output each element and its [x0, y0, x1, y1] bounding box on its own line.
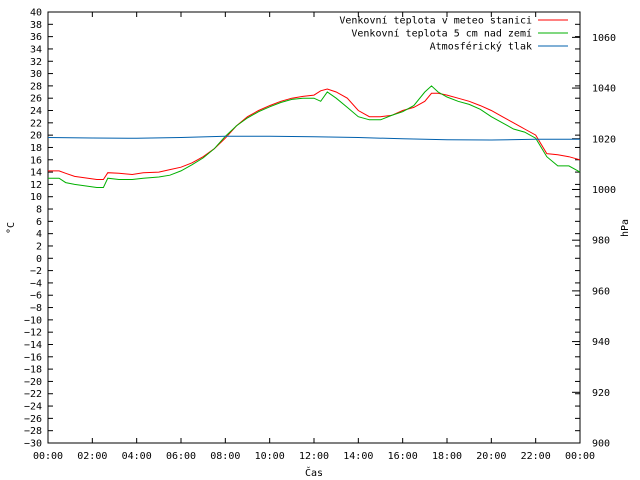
series-lines	[47, 85, 581, 188]
y-tick-label: −14	[24, 340, 42, 351]
y-tick-label: 30	[30, 69, 42, 80]
y-tick-label: −28	[24, 426, 42, 437]
y2-tick-label: 940	[592, 337, 610, 348]
y-tick-label: 18	[30, 143, 42, 154]
y2-tick-label: 920	[592, 388, 610, 399]
y-tick-label: −24	[24, 402, 42, 413]
y-tick-label: 26	[30, 94, 42, 105]
x-tick-label: 22:00	[521, 451, 551, 462]
legend-label: Venkovní teplota 5 cm nad zemí	[351, 28, 532, 40]
y-tick-label: −10	[24, 315, 42, 326]
y2-tick-label: 1000	[592, 185, 616, 196]
x-tick-label: 00:00	[565, 451, 595, 462]
y-tick-label: 36	[30, 32, 42, 43]
y-tick-label: 6	[36, 217, 42, 228]
y-tick-label: 12	[30, 180, 42, 191]
y-tick-label: 28	[30, 81, 42, 92]
legend-label: Atmosférický tlak	[430, 41, 532, 53]
y-tick-label: −16	[24, 352, 42, 363]
x-tick-label: 18:00	[432, 451, 462, 462]
y2-tick-label: 980	[592, 236, 610, 247]
y-tick-label: −2	[30, 266, 42, 277]
x-tick-label: 02:00	[77, 451, 107, 462]
y2-axis-label: hPa	[620, 219, 631, 237]
y-tick-label: 20	[30, 131, 42, 142]
y-tick-label: 16	[30, 155, 42, 166]
series-line-2	[47, 135, 580, 141]
y2-tick-label: 1040	[592, 84, 616, 95]
y-tick-label: −18	[24, 365, 42, 376]
y-tick-label: −6	[30, 291, 42, 302]
x-tick-label: 04:00	[122, 451, 152, 462]
y-tick-label: −26	[24, 414, 42, 425]
y-tick-label: 32	[30, 57, 42, 68]
y-tick-label: −22	[24, 389, 42, 400]
x-tick-label: 14:00	[343, 451, 373, 462]
y-tick-label: 22	[30, 118, 42, 129]
plot-frame	[47, 11, 581, 444]
y-tick-label: −8	[30, 303, 42, 314]
y2-axis-ticks: 1060 1040 1020 1000 980 960 940 920 900	[572, 33, 616, 450]
series-line-1	[48, 85, 581, 188]
y-tick-label: 40	[30, 8, 42, 19]
y-axis-ticks: 4038363432302826242220181614121086420−2−…	[24, 8, 580, 450]
y-tick-label: 24	[30, 106, 42, 117]
x-tick-label: 16:00	[388, 451, 418, 462]
legend: Venkovní teplota v meteo staniciVenkovní…	[339, 15, 568, 53]
x-tick-label: 10:00	[255, 451, 285, 462]
series-line-0	[48, 88, 581, 180]
y-tick-label: −30	[24, 439, 42, 450]
y-tick-label: 14	[30, 168, 42, 179]
x-tick-label: 08:00	[210, 451, 240, 462]
y-tick-label: 8	[36, 205, 42, 216]
y-tick-label: −4	[30, 278, 42, 289]
y-tick-label: −20	[24, 377, 42, 388]
y-tick-label: 4	[36, 229, 42, 240]
y-axis-label: °C	[6, 222, 17, 234]
y-tick-label: 34	[30, 44, 42, 55]
legend-label: Venkovní teplota v meteo stanici	[339, 15, 532, 27]
y-tick-label: −12	[24, 328, 42, 339]
y2-tick-label: 900	[592, 439, 610, 450]
y2-tick-label: 1060	[592, 33, 616, 44]
y-tick-label: 10	[30, 192, 42, 203]
y-tick-label: 38	[30, 20, 42, 31]
x-tick-label: 00:00	[33, 451, 63, 462]
x-tick-label: 20:00	[476, 451, 506, 462]
y2-tick-label: 960	[592, 286, 610, 297]
x-axis-ticks: 00:00 02:00 04:00 06:00 08:00 10:00 12:00 14:00…	[33, 12, 595, 462]
y-tick-label: 2	[36, 241, 42, 252]
y2-tick-label: 1020	[592, 134, 616, 145]
y-tick-label: 0	[36, 254, 42, 265]
x-tick-label: 12:00	[299, 451, 329, 462]
x-axis-label: Čas	[305, 466, 323, 479]
x-tick-label: 06:00	[166, 451, 196, 462]
